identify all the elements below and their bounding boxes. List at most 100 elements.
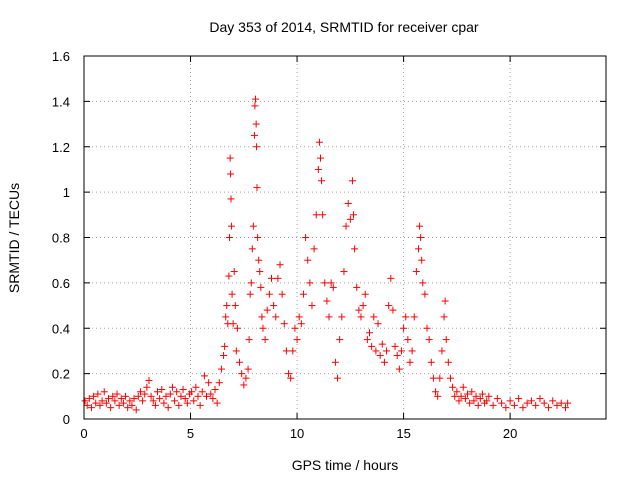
data-point (173, 388, 181, 396)
data-point (209, 395, 217, 403)
y-tick-label: 1.4 (52, 94, 70, 109)
data-point (285, 370, 293, 378)
data-point (132, 406, 140, 414)
data-point (259, 324, 267, 332)
data-point (207, 390, 215, 398)
data-point (316, 154, 324, 162)
data-point (449, 383, 457, 391)
data-point (527, 397, 535, 405)
data-point (357, 313, 365, 321)
data-point (297, 320, 305, 328)
data-point (498, 399, 506, 407)
x-tick-label: 20 (503, 426, 517, 441)
data-point (107, 404, 115, 412)
data-point (213, 399, 221, 407)
data-point (227, 195, 235, 203)
data-point (83, 401, 91, 409)
data-point (327, 279, 335, 287)
data-point (211, 386, 219, 394)
y-tick-label: 0.2 (52, 367, 70, 382)
data-point (438, 347, 446, 355)
y-axis-title: SRMTID / TECUs (6, 183, 22, 293)
data-point (472, 392, 480, 400)
data-point (304, 256, 312, 264)
data-point (196, 401, 204, 409)
data-point (446, 374, 454, 382)
data-point (247, 279, 255, 287)
data-point (489, 401, 497, 409)
y-tick-labels: 0 0.2 0.4 0.6 0.8 1 1.2 1.4 1.6 (52, 49, 70, 427)
data-point (385, 302, 393, 310)
data-point (130, 395, 138, 403)
data-point (404, 336, 412, 344)
data-point (359, 302, 367, 310)
data-point (226, 154, 234, 162)
data-point (461, 395, 469, 403)
data-point (252, 95, 260, 103)
data-point (85, 395, 93, 403)
data-point (258, 313, 266, 321)
data-point (464, 390, 472, 398)
data-point (255, 256, 263, 264)
x-axis-title: GPS time / hours (292, 457, 399, 473)
data-point (205, 379, 213, 387)
plot-frame (83, 55, 607, 420)
data-point (323, 297, 331, 305)
data-point (254, 234, 262, 241)
data-point (232, 347, 240, 355)
data-point (194, 392, 202, 400)
data-point (306, 279, 314, 287)
y-tick-label: 1.2 (52, 140, 70, 155)
data-point (225, 272, 233, 280)
data-point (549, 397, 557, 405)
data-point (389, 306, 397, 314)
data-point (257, 283, 265, 291)
data-point (540, 399, 548, 407)
data-point (544, 404, 552, 412)
data-point (253, 143, 261, 151)
data-point (355, 306, 363, 314)
data-point (215, 379, 223, 387)
data-point (502, 404, 510, 412)
data-point (410, 313, 418, 321)
data-point (220, 351, 228, 359)
data-point (147, 392, 155, 400)
data-point (557, 399, 565, 407)
data-point (515, 395, 523, 403)
data-point (363, 336, 371, 344)
data-point (312, 211, 320, 219)
data-point (418, 256, 426, 264)
data-point (289, 347, 297, 355)
data-point (440, 313, 448, 321)
data-point (94, 390, 102, 398)
data-point (230, 268, 238, 276)
data-point (291, 324, 299, 332)
data-point (419, 279, 427, 287)
data-points (81, 95, 572, 414)
data-point (154, 388, 162, 396)
data-point (141, 390, 149, 398)
data-point (143, 383, 151, 391)
data-point (111, 397, 119, 405)
data-point (493, 395, 501, 403)
data-point (242, 374, 250, 382)
data-point (233, 324, 241, 332)
data-point (315, 138, 323, 146)
data-point (156, 395, 164, 403)
data-point (256, 268, 264, 276)
data-point (251, 102, 259, 110)
data-point (181, 395, 189, 403)
data-point (221, 342, 229, 350)
data-point (188, 388, 196, 396)
data-point (506, 397, 514, 405)
data-point (519, 404, 527, 412)
data-point (287, 374, 295, 382)
data-point (276, 261, 284, 269)
data-point (227, 170, 235, 178)
y-tick-label: 0.8 (52, 231, 70, 246)
data-point (278, 290, 286, 298)
data-point (295, 313, 303, 321)
data-point (183, 399, 191, 407)
data-point (350, 211, 358, 219)
data-point (474, 401, 482, 409)
